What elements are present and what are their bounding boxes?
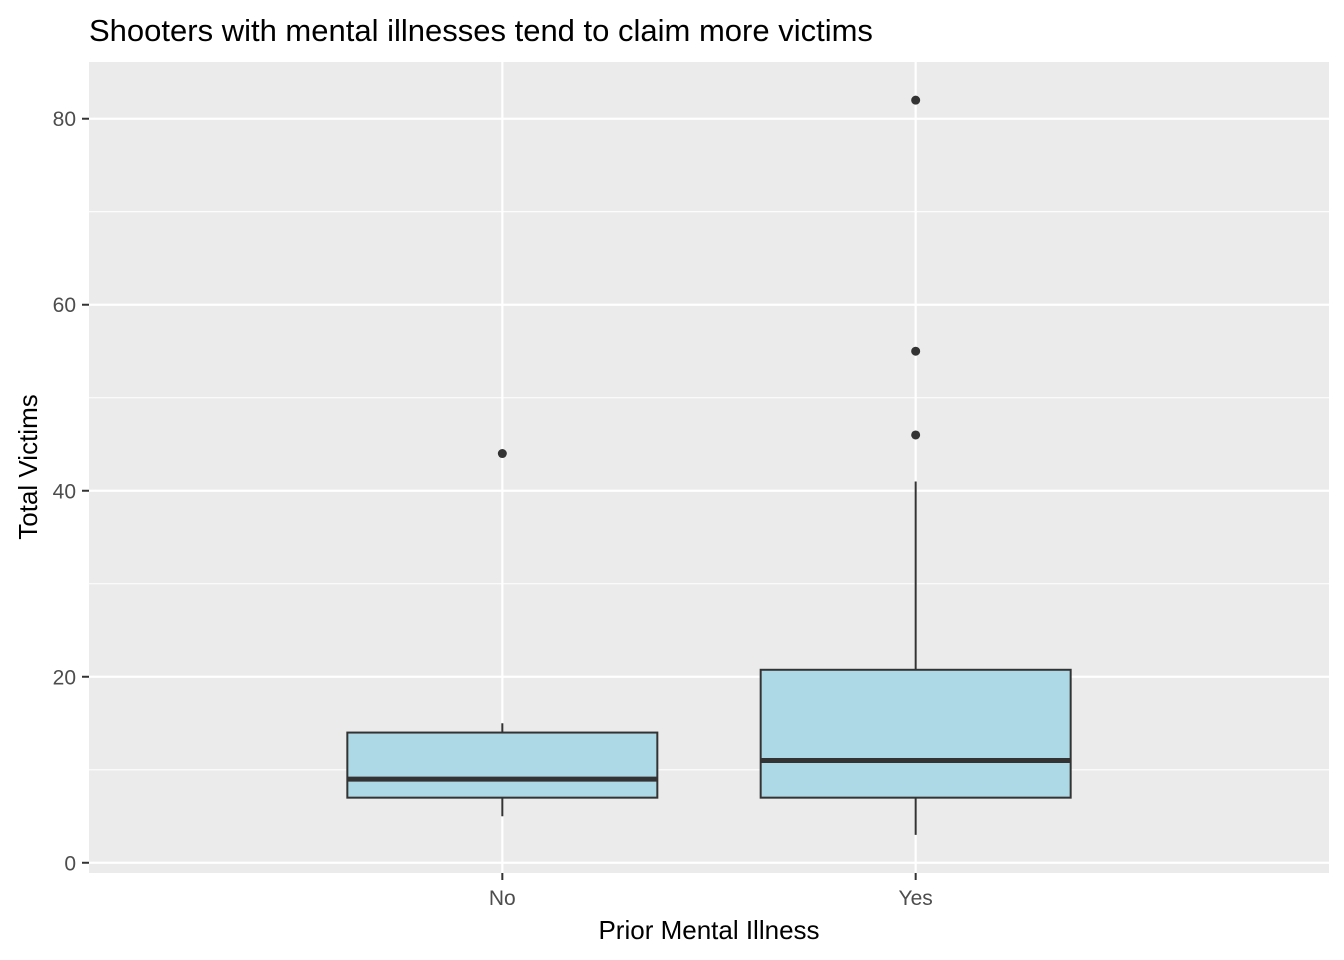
- boxplot-no: [346, 449, 659, 817]
- box-iqr: [759, 668, 1072, 799]
- boxplots: [346, 95, 1072, 835]
- x-axis: No Yes: [489, 873, 933, 910]
- y-tick-label: 20: [53, 666, 76, 689]
- chart-title: Shooters with mental illnesses tend to c…: [89, 13, 873, 48]
- y-axis-title: Total Victims: [13, 394, 43, 539]
- boxplot-yes: [759, 95, 1072, 835]
- outlier-point: [911, 95, 921, 105]
- x-tick-label: No: [489, 887, 516, 910]
- outlier-point: [911, 346, 921, 356]
- y-tick-label: 80: [53, 108, 76, 131]
- y-tick-label: 40: [53, 480, 76, 503]
- plot-panel: [89, 62, 1329, 873]
- outlier-point: [911, 430, 921, 440]
- grid-minor: [89, 211, 1329, 771]
- y-tick-label: 0: [64, 852, 76, 875]
- x-axis-title: Prior Mental Illness: [598, 915, 819, 945]
- x-tick-label: Yes: [899, 887, 933, 910]
- y-tick-label: 60: [53, 294, 76, 317]
- y-axis: 0 20 40 60 80: [53, 108, 89, 875]
- outlier-point: [497, 449, 507, 459]
- box-iqr: [346, 731, 659, 799]
